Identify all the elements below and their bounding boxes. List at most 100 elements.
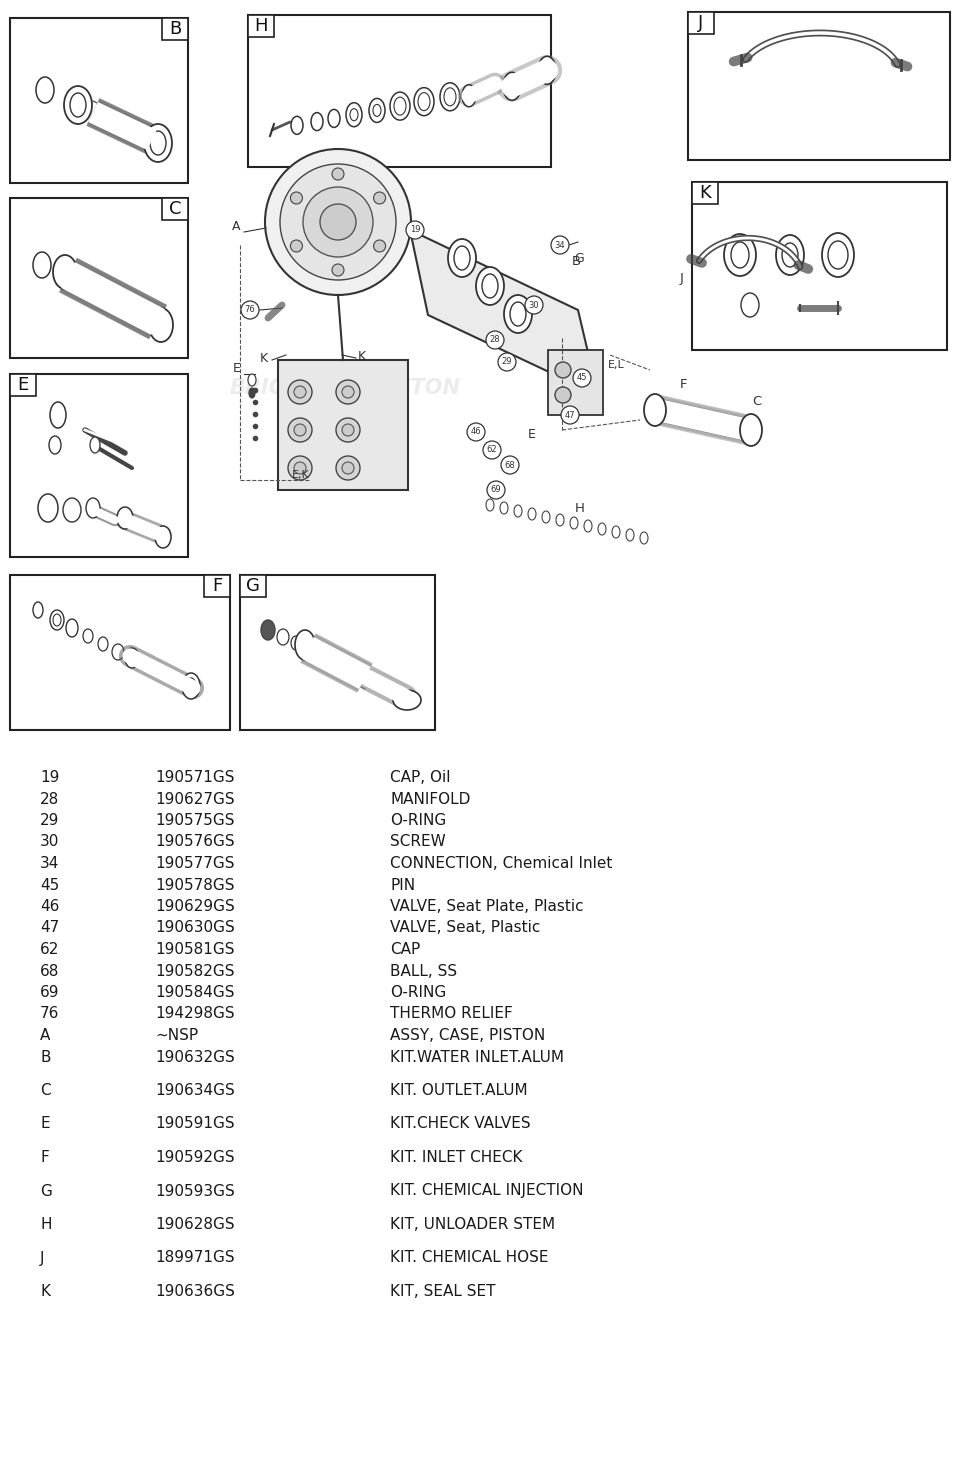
Ellipse shape xyxy=(86,498,100,517)
Ellipse shape xyxy=(394,98,406,115)
Bar xyxy=(162,18,188,40)
Ellipse shape xyxy=(556,514,564,526)
Ellipse shape xyxy=(612,526,620,538)
Text: J: J xyxy=(680,272,684,285)
Circle shape xyxy=(342,463,354,474)
Ellipse shape xyxy=(64,86,92,124)
Bar xyxy=(692,182,718,204)
Text: H: H xyxy=(40,1216,51,1233)
Text: G: G xyxy=(574,253,584,265)
Circle shape xyxy=(294,463,306,474)
Text: 19: 19 xyxy=(40,770,59,785)
Text: 30: 30 xyxy=(529,300,540,309)
Text: C: C xyxy=(752,395,761,408)
Text: F: F xyxy=(212,576,222,596)
Circle shape xyxy=(332,265,344,276)
Text: E: E xyxy=(233,362,241,375)
Ellipse shape xyxy=(112,644,124,661)
Text: 194298GS: 194298GS xyxy=(155,1007,235,1021)
Circle shape xyxy=(551,236,569,254)
Ellipse shape xyxy=(291,117,303,134)
Text: B: B xyxy=(169,21,181,38)
Ellipse shape xyxy=(500,503,508,514)
Text: C: C xyxy=(169,200,181,217)
Text: A: A xyxy=(40,1029,50,1043)
Text: 68: 68 xyxy=(505,461,515,470)
Ellipse shape xyxy=(83,630,93,643)
Text: 46: 46 xyxy=(471,427,482,436)
Bar xyxy=(10,198,188,358)
Ellipse shape xyxy=(90,437,100,452)
Bar xyxy=(162,198,188,220)
Ellipse shape xyxy=(33,602,43,618)
Ellipse shape xyxy=(598,523,606,535)
Ellipse shape xyxy=(277,630,289,644)
Text: 190593GS: 190593GS xyxy=(155,1184,235,1199)
Circle shape xyxy=(265,149,411,296)
Ellipse shape xyxy=(448,239,476,276)
Bar xyxy=(10,374,36,396)
Text: 190578GS: 190578GS xyxy=(155,878,235,893)
Text: K: K xyxy=(358,350,366,364)
Circle shape xyxy=(303,188,373,257)
Text: 190632GS: 190632GS xyxy=(155,1049,235,1064)
Ellipse shape xyxy=(486,500,494,511)
Text: 28: 28 xyxy=(489,336,500,344)
Ellipse shape xyxy=(644,395,666,426)
Ellipse shape xyxy=(49,436,61,454)
Text: 190581GS: 190581GS xyxy=(155,941,235,956)
Text: O-RING: O-RING xyxy=(390,984,446,1001)
Ellipse shape xyxy=(731,242,749,268)
Text: SCREW: SCREW xyxy=(390,835,446,850)
Text: 45: 45 xyxy=(40,878,59,893)
Text: 190630GS: 190630GS xyxy=(155,921,235,936)
Text: KIT.CHECK VALVES: KIT.CHECK VALVES xyxy=(390,1116,531,1132)
Text: K: K xyxy=(699,183,711,202)
Text: CAP: CAP xyxy=(390,941,421,956)
Circle shape xyxy=(280,164,396,279)
Text: 76: 76 xyxy=(245,306,255,315)
Text: 76: 76 xyxy=(40,1007,59,1021)
Text: 190634GS: 190634GS xyxy=(155,1083,235,1098)
Circle shape xyxy=(288,418,312,442)
Text: VALVE, Seat Plate, Plastic: VALVE, Seat Plate, Plastic xyxy=(390,899,584,913)
Text: 190627GS: 190627GS xyxy=(155,792,235,807)
Text: 29: 29 xyxy=(40,813,59,828)
Text: 190629GS: 190629GS xyxy=(155,899,235,913)
Circle shape xyxy=(241,302,259,319)
Text: 190592GS: 190592GS xyxy=(155,1150,235,1165)
Text: E,L: E,L xyxy=(608,361,625,370)
Text: E: E xyxy=(40,1116,49,1132)
Ellipse shape xyxy=(626,529,634,541)
Ellipse shape xyxy=(828,241,848,269)
Ellipse shape xyxy=(504,296,532,333)
Ellipse shape xyxy=(346,102,362,127)
Ellipse shape xyxy=(182,672,200,699)
Ellipse shape xyxy=(369,99,385,123)
Text: ASSY, CASE, PISTON: ASSY, CASE, PISTON xyxy=(390,1029,545,1043)
Circle shape xyxy=(467,423,485,440)
Ellipse shape xyxy=(454,245,470,270)
Ellipse shape xyxy=(98,637,108,650)
Text: C: C xyxy=(40,1083,50,1098)
Circle shape xyxy=(561,406,579,424)
Ellipse shape xyxy=(53,256,77,290)
Text: KIT. INLET CHECK: KIT. INLET CHECK xyxy=(390,1150,522,1165)
Text: 190636GS: 190636GS xyxy=(155,1284,235,1299)
Text: O-RING: O-RING xyxy=(390,813,446,828)
Text: E: E xyxy=(528,429,536,440)
Bar xyxy=(688,12,950,160)
Ellipse shape xyxy=(311,112,323,130)
Text: THERMO RELIEF: THERMO RELIEF xyxy=(390,1007,513,1021)
Ellipse shape xyxy=(125,647,139,668)
Text: KIT. CHEMICAL INJECTION: KIT. CHEMICAL INJECTION xyxy=(390,1184,583,1199)
Text: 46: 46 xyxy=(40,899,59,913)
Bar xyxy=(10,575,230,730)
Text: 190576GS: 190576GS xyxy=(155,835,235,850)
Circle shape xyxy=(498,353,516,371)
Ellipse shape xyxy=(462,84,476,106)
Bar xyxy=(692,182,947,350)
Ellipse shape xyxy=(414,87,434,115)
Text: 190577GS: 190577GS xyxy=(155,856,235,871)
Bar xyxy=(248,15,551,167)
